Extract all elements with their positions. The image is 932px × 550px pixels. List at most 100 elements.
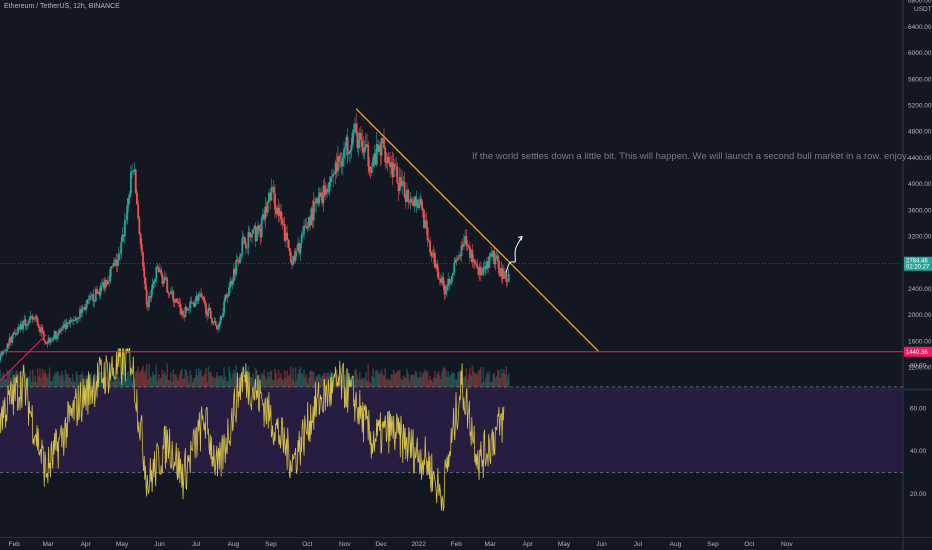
candle-body — [344, 146, 347, 149]
candle-body — [331, 176, 333, 178]
volume-bar — [243, 378, 246, 388]
projection-arrow[interactable] — [505, 236, 523, 273]
volume-bar — [407, 373, 410, 388]
candle-body — [100, 285, 103, 287]
volume-bar — [76, 374, 79, 388]
candle-body — [292, 256, 295, 265]
volume-bar — [205, 367, 207, 388]
volume-bar — [110, 379, 113, 388]
volume-bar — [187, 375, 189, 388]
volume-bar — [172, 369, 175, 388]
candle-body — [453, 262, 456, 274]
volume-bar — [459, 371, 462, 388]
volume-bar — [203, 373, 206, 388]
candle-body — [23, 319, 26, 322]
candle-body — [7, 343, 10, 346]
volume-bar — [11, 370, 14, 388]
candle-body — [105, 280, 108, 285]
volume-bar — [276, 379, 279, 388]
candle-body — [212, 322, 215, 324]
candle-body — [370, 166, 373, 173]
candle-body — [162, 280, 165, 284]
candle-body — [96, 288, 98, 294]
volume-bar — [260, 373, 263, 388]
volume-bar — [162, 373, 165, 388]
candle-body — [396, 166, 399, 183]
candle-body — [8, 337, 11, 346]
candle-body — [113, 262, 115, 267]
volume-bar — [325, 377, 327, 388]
volume-bar — [304, 377, 307, 388]
volume-bar — [365, 372, 367, 388]
candle-body — [202, 297, 205, 300]
candle-body — [502, 271, 505, 279]
drawings-layer[interactable] — [0, 108, 903, 381]
volume-bar — [200, 369, 202, 388]
candle-body — [45, 342, 48, 344]
price-tick-label: 6000.00 — [908, 50, 932, 57]
volume-bar — [436, 373, 439, 388]
volume-bar — [176, 376, 178, 388]
candle-body — [94, 288, 97, 301]
candle-body — [189, 301, 192, 309]
candle-body — [28, 319, 31, 324]
resistance-trendline[interactable] — [355, 108, 599, 352]
volume-bar — [29, 370, 32, 388]
volume-bar — [271, 379, 274, 388]
volume-bar — [374, 370, 377, 388]
candle-body — [318, 192, 321, 197]
candle-body — [496, 255, 499, 262]
volume-bar — [411, 374, 413, 388]
candle-body — [328, 182, 331, 191]
volume-bar — [38, 376, 40, 388]
volume-bar — [68, 377, 70, 388]
volume-bar — [31, 369, 34, 388]
candle-body — [67, 322, 69, 323]
volume-bar — [417, 377, 419, 388]
candle-body — [195, 295, 198, 302]
candle-body — [455, 259, 458, 261]
volume-bar — [418, 377, 420, 388]
candle-body — [400, 177, 402, 186]
volume-bar — [91, 381, 93, 388]
support-ray[interactable] — [0, 334, 47, 381]
price-tick-label: 5600.00 — [908, 76, 932, 83]
candle-body — [51, 339, 54, 341]
candle-body — [152, 281, 155, 285]
candle-body — [37, 325, 40, 329]
price-candles — [0, 112, 903, 363]
candle-body — [64, 324, 67, 330]
volume-bar — [326, 373, 328, 388]
projection-arrowhead[interactable] — [517, 235, 523, 241]
volume-bar — [275, 372, 278, 388]
candle-body — [470, 250, 473, 258]
volume-bar — [195, 369, 198, 388]
volume-bar — [394, 373, 396, 388]
volume-bar — [286, 370, 288, 388]
candle-body — [300, 235, 303, 244]
chart-annotation-text[interactable]: If the world settles down a little bit. … — [472, 151, 912, 162]
volume-bar — [295, 379, 298, 388]
volume-bar — [134, 372, 137, 388]
candle-body — [501, 268, 504, 279]
volume-bar — [196, 375, 199, 388]
volume-bar — [406, 368, 408, 388]
volume-bar — [23, 377, 26, 388]
volume-bar — [130, 366, 132, 388]
volume-bar — [79, 375, 81, 388]
candle-body — [364, 144, 367, 148]
candle-body — [122, 234, 125, 237]
candle-body — [12, 332, 15, 336]
candle-body — [442, 277, 445, 286]
candle-body — [20, 324, 23, 330]
candle-body — [179, 303, 182, 315]
candle-body — [293, 256, 296, 261]
volume-bar — [228, 366, 230, 388]
candle-body — [91, 294, 94, 296]
candle-body — [36, 318, 39, 326]
candle-body — [309, 217, 312, 226]
candle-body — [489, 253, 492, 257]
candle-body — [341, 158, 344, 167]
candle-body — [47, 338, 50, 343]
